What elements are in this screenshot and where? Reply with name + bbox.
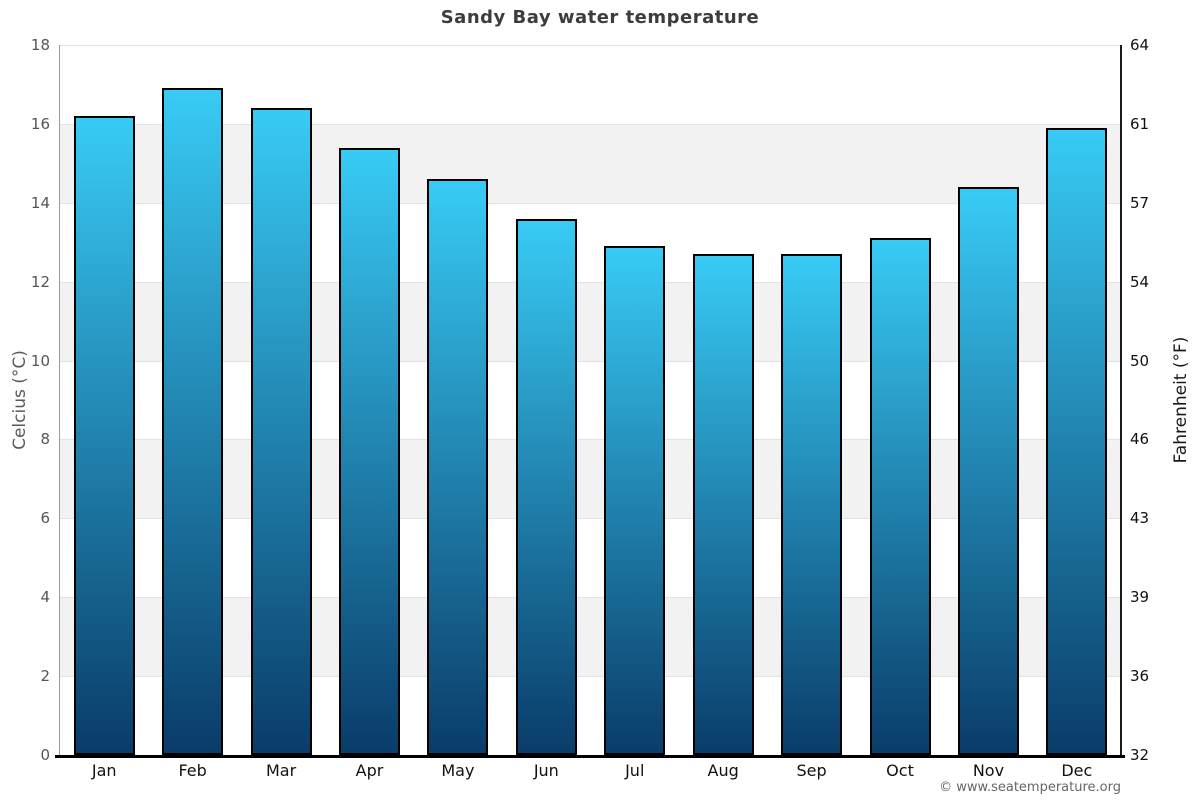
x-axis-line (55, 755, 1125, 758)
fahrenheit-tick-50: 50 (1130, 351, 1150, 370)
month-label-oct: Oct (886, 761, 914, 780)
month-label-sep: Sep (796, 761, 827, 780)
celsius-axis-title: Celcius (°C) (10, 350, 30, 450)
grid-band (60, 123, 1121, 203)
celsius-tick-16: 16 (30, 114, 50, 133)
grid-band (60, 281, 1121, 361)
grid-line (60, 360, 1121, 362)
month-label-jul: Jul (625, 761, 645, 780)
grid-line (60, 439, 1121, 441)
celsius-tick-0: 0 (40, 746, 50, 764)
fahrenheit-tick-46: 46 (1130, 430, 1150, 449)
month-label-apr: Apr (355, 761, 384, 780)
bar-slot-may (414, 45, 502, 755)
month-label-jan: Jan (91, 761, 117, 780)
month-label-feb: Feb (178, 761, 207, 780)
month-label-may: May (441, 761, 475, 780)
grid-band (60, 518, 1121, 598)
grid-band (60, 360, 1121, 440)
bar-slot-mar (237, 45, 325, 755)
copyright-text: © www.seatemperature.org (939, 780, 1121, 795)
grid-line (60, 202, 1121, 204)
bar-mar (250, 108, 312, 755)
fahrenheit-tick-39: 39 (1130, 588, 1150, 607)
celsius-tick-12: 12 (30, 272, 50, 291)
bar-nov (957, 187, 1019, 755)
bar-feb (162, 88, 224, 755)
bar-may (427, 179, 489, 755)
celsius-tick-10: 10 (30, 351, 50, 370)
bar-slot-dec (1033, 45, 1121, 755)
bar-jun (515, 218, 577, 755)
bar-dec (1046, 127, 1108, 755)
plot-area (60, 45, 1121, 755)
celsius-tick-18: 18 (30, 36, 50, 54)
grid-line (60, 518, 1121, 520)
fahrenheit-tick-61: 61 (1130, 114, 1150, 133)
month-label-dec: Dec (1061, 761, 1093, 780)
grid-line (60, 123, 1121, 125)
celsius-tick-2: 2 (40, 667, 50, 686)
bar-apr (338, 147, 400, 755)
fahrenheit-tick-57: 57 (1130, 193, 1150, 212)
grid-line (60, 45, 1121, 46)
grid-band (60, 202, 1121, 282)
fahrenheit-tick-43: 43 (1130, 509, 1150, 528)
bar-series (60, 45, 1121, 755)
bar-slot-apr (325, 45, 413, 755)
bar-jul (604, 246, 666, 755)
celsius-tick-8: 8 (40, 430, 50, 449)
bar-slot-nov (944, 45, 1032, 755)
month-label-mar: Mar (265, 761, 297, 780)
celsius-tick-4: 4 (40, 588, 50, 607)
grid-line (60, 597, 1121, 599)
grid-line (60, 281, 1121, 283)
fahrenheit-tick-32: 32 (1130, 746, 1150, 764)
grid-band (60, 597, 1121, 677)
chart-title: Sandy Bay water temperature (440, 7, 760, 28)
grid-line (60, 676, 1121, 678)
fahrenheit-tick-36: 36 (1130, 667, 1150, 686)
bar-slot-jan (60, 45, 148, 755)
bar-slot-feb (148, 45, 236, 755)
bar-slot-sep (767, 45, 855, 755)
grid-band (60, 45, 1121, 124)
bar-jan (73, 116, 135, 755)
fahrenheit-tick-54: 54 (1130, 272, 1150, 291)
bar-slot-jun (502, 45, 590, 755)
y-axis-right-line (1120, 45, 1122, 756)
bar-sep (781, 254, 843, 755)
fahrenheit-tick-64: 64 (1130, 36, 1150, 54)
celsius-tick-14: 14 (30, 193, 50, 212)
month-label-jun: Jun (533, 761, 559, 780)
celsius-tick-6: 6 (40, 509, 50, 528)
grid-band (60, 676, 1121, 755)
y-axis-left-line (59, 45, 60, 756)
bar-oct (869, 238, 931, 755)
fahrenheit-axis-title: Fahrenheit (°F) (1171, 336, 1191, 464)
bar-slot-aug (679, 45, 767, 755)
x-axis-category-labels: Jan Feb Mar Apr May Jun Jul Aug Sep Oct Nov Dec (60, 761, 1121, 780)
bar-slot-oct (856, 45, 944, 755)
bar-aug (692, 254, 754, 755)
grid-band (60, 439, 1121, 519)
month-label-nov: Nov (972, 761, 1005, 780)
bar-slot-jul (591, 45, 679, 755)
month-label-aug: Aug (707, 761, 739, 780)
